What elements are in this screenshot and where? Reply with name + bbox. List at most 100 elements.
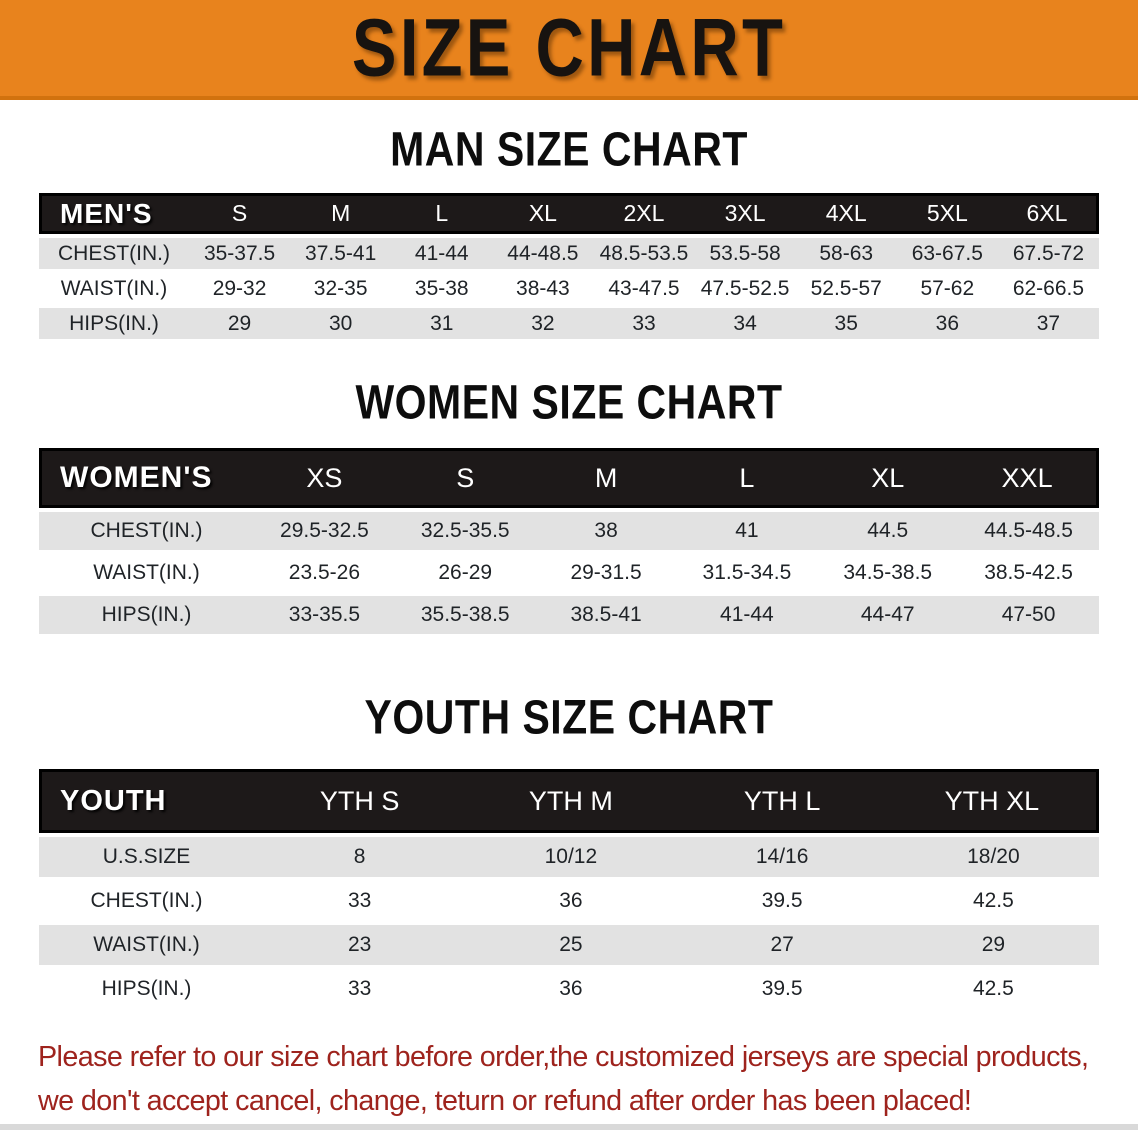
size-value-cell: 58-63	[819, 241, 874, 265]
man-section-heading-text: MAN SIZE CHART	[390, 121, 748, 177]
size-column-header: M	[290, 193, 392, 234]
size-value-cell: 33	[347, 889, 372, 912]
man-section-heading: MAN SIZE CHART	[0, 122, 1138, 176]
size-column-header: 4XL	[795, 193, 897, 234]
size-value-cell: 23	[347, 933, 372, 956]
measurement-row: CHEST(IN.) 33 36 39.5 42.5	[39, 881, 1099, 921]
size-value-cell: 44-48.5	[507, 241, 579, 265]
size-column-header: 6XL	[997, 193, 1099, 234]
disclaimer: Please refer to our size chart before or…	[38, 1035, 1108, 1123]
women-size-table: WOMEN'S XS S M L XL XXL CHEST(IN.) 29.5-32.5 32.5…	[39, 444, 1099, 638]
table-corner-label: MEN'S	[39, 193, 189, 234]
size-value-cell: 44.5-48.5	[984, 519, 1073, 542]
size-value-cell: 36	[559, 889, 583, 912]
size-value-cell: 38-43	[516, 276, 570, 300]
table-corner-label: YOUTH	[39, 769, 254, 833]
size-value-cell: 38.5-41	[570, 603, 642, 626]
women-section-heading-text: WOMEN SIZE CHART	[355, 374, 783, 430]
row-label: WAIST(IN.)	[93, 933, 200, 956]
size-column-header: 2XL	[593, 193, 695, 234]
row-label: HIPS(IN.)	[69, 311, 159, 335]
size-value-cell: 32-35	[313, 276, 368, 300]
size-value-cell: 18/20	[967, 845, 1020, 868]
row-label: WAIST(IN.)	[60, 276, 168, 300]
size-value-cell: 34	[733, 311, 757, 335]
size-column-header: 3XL	[694, 193, 796, 234]
size-value-cell: 38.5-42.5	[984, 561, 1073, 584]
size-value-cell: 42.5	[972, 977, 1014, 1000]
size-header-row: MEN'S S M L XL 2XL 3XL 4XL 5XL 6XL	[39, 193, 1099, 234]
size-value-cell: 44.5	[867, 519, 909, 542]
size-value-cell: 37.5-41	[305, 241, 377, 265]
youth-size-table-wrap: YOUTH YTH S YTH M YTH L YTH XL U.S.SIZE 8 10/12…	[0, 765, 1138, 1013]
size-value-cell: 41-44	[720, 603, 774, 626]
youth-section-heading-text: YOUTH SIZE CHART	[364, 689, 774, 745]
youth-size-table: YOUTH YTH S YTH M YTH L YTH XL U.S.SIZE 8 10/12…	[39, 765, 1099, 1013]
man-size-table: MEN'S S M L XL 2XL 3XL 4XL 5XL 6XL CHEST(IN.) 35-37…	[39, 189, 1099, 343]
size-column-header: S	[189, 193, 291, 234]
size-column-header: M	[535, 448, 677, 508]
bottom-strip	[0, 1124, 1138, 1130]
size-value-cell: 53.5-58	[709, 241, 781, 265]
measurement-row: WAIST(IN.) 29-32 32-35 35-38 38-43 43-47.5 47.…	[39, 273, 1099, 304]
row-label: CHEST(IN.)	[90, 519, 203, 542]
size-column-header: YTH L	[676, 769, 888, 833]
size-value-cell: 10/12	[544, 845, 598, 868]
measurement-row: WAIST(IN.) 23 25 27 29	[39, 925, 1099, 965]
size-value-cell: 29	[981, 933, 1006, 956]
disclaimer-line-2: we don't accept cancel, change, teturn o…	[38, 1085, 972, 1118]
size-value-cell: 35.5-38.5	[420, 603, 510, 626]
size-value-cell: 41-44	[414, 241, 469, 265]
size-column-header: L	[676, 448, 818, 508]
disclaimer-line-1: Please refer to our size chart before or…	[38, 1041, 1089, 1073]
size-header-row: YOUTH YTH S YTH M YTH L YTH XL	[39, 769, 1099, 833]
size-value-cell: 44-47	[860, 603, 915, 626]
measurement-row: U.S.SIZE 8 10/12 14/16 18/20	[39, 837, 1099, 877]
size-value-cell: 35-38	[414, 276, 469, 300]
size-column-header: 5XL	[896, 193, 998, 234]
size-column-header: YTH XL	[887, 769, 1099, 833]
women-size-table-wrap: WOMEN'S XS S M L XL XXL CHEST(IN.) 29.5-32.5 32.5…	[0, 444, 1138, 638]
page-title: SIZE CHART	[351, 2, 787, 94]
size-value-cell: 38	[594, 519, 618, 542]
size-column-header: YTH M	[465, 769, 677, 833]
size-column-header: XXL	[958, 448, 1099, 508]
row-label: CHEST(IN.)	[58, 241, 170, 265]
size-value-cell: 29-32	[212, 276, 267, 300]
size-value-cell: 27	[770, 933, 794, 956]
row-label: CHEST(IN.)	[90, 889, 203, 912]
size-value-cell: 30	[328, 311, 353, 335]
measurement-row: CHEST(IN.) 29.5-32.5 32.5-35.5 38 41 44.5 44.5…	[39, 512, 1099, 550]
size-value-cell: 33	[347, 977, 372, 1000]
size-value-cell: 31.5-34.5	[702, 561, 792, 584]
size-value-cell: 37	[1036, 311, 1061, 335]
size-column-header: XS	[254, 448, 395, 508]
size-column-header: YTH S	[254, 769, 466, 833]
size-value-cell: 29	[227, 311, 252, 335]
size-value-cell: 67.5-72	[1012, 241, 1085, 265]
size-value-cell: 47-50	[1001, 603, 1056, 626]
size-value-cell: 32	[531, 311, 555, 335]
measurement-row: HIPS(IN.) 33-35.5 35.5-38.5 38.5-41 41-44 44-…	[39, 596, 1099, 634]
size-value-cell: 25	[559, 933, 583, 956]
size-column-header: S	[394, 448, 536, 508]
size-value-cell: 48.5-53.5	[599, 241, 689, 265]
banner: SIZE CHART	[0, 0, 1138, 100]
size-value-cell: 63-67.5	[911, 241, 983, 265]
size-value-cell: 8	[353, 845, 366, 868]
size-value-cell: 42.5	[972, 889, 1014, 912]
size-value-cell: 14/16	[755, 845, 809, 868]
size-value-cell: 47.5-52.5	[700, 276, 790, 300]
measurement-row: HIPS(IN.) 33 36 39.5 42.5	[39, 969, 1099, 1009]
size-value-cell: 32.5-35.5	[420, 519, 510, 542]
women-section-heading: WOMEN SIZE CHART	[0, 375, 1138, 429]
size-header-row: WOMEN'S XS S M L XL XXL	[39, 448, 1099, 508]
size-column-header: L	[391, 193, 493, 234]
table-corner-label: WOMEN'S	[39, 448, 254, 508]
size-value-cell: 23.5-26	[288, 561, 361, 584]
size-column-header: XL	[492, 193, 594, 234]
size-value-cell: 31	[430, 311, 454, 335]
size-value-cell: 34.5-38.5	[843, 561, 933, 584]
man-size-table-wrap: MEN'S S M L XL 2XL 3XL 4XL 5XL 6XL CHEST(IN.) 35-37…	[0, 189, 1138, 343]
